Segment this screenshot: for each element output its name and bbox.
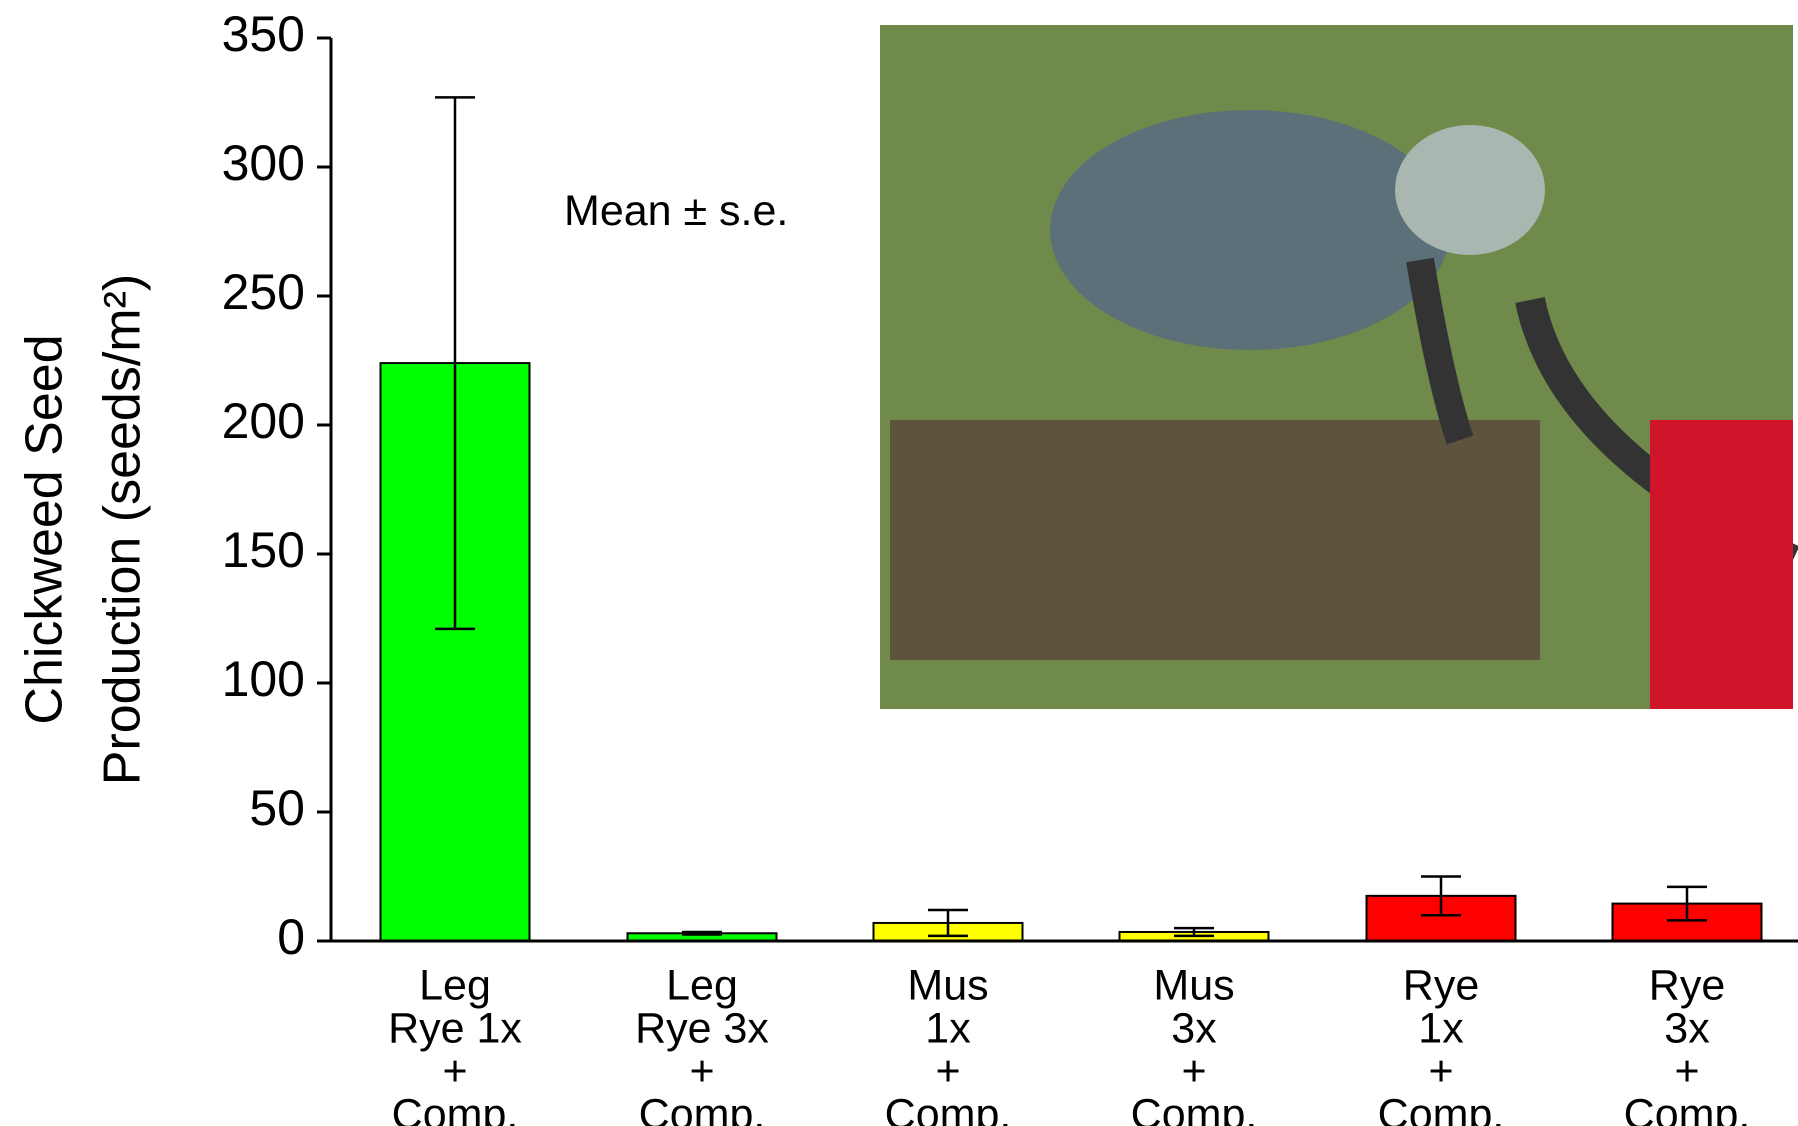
x-tick-label: 1x bbox=[925, 1004, 971, 1052]
y-tick-label: 200 bbox=[222, 393, 305, 449]
photo bbox=[880, 25, 1793, 709]
chart: Mean ± s.e. Chickweed Seed Production (se… bbox=[0, 0, 1798, 1126]
x-tick-label: + bbox=[689, 1047, 714, 1095]
x-tick-label: Mus bbox=[907, 961, 988, 1009]
x-tick-label: + bbox=[1674, 1047, 1699, 1095]
y-tick-label: 100 bbox=[222, 651, 305, 707]
y-tick-label: 0 bbox=[277, 909, 305, 965]
x-tick-label: + bbox=[935, 1047, 960, 1095]
y-tick-label: 250 bbox=[222, 264, 305, 320]
y-tick-label: 150 bbox=[222, 522, 305, 578]
x-tick-label: Rye bbox=[1403, 961, 1479, 1009]
y-tick-label: 50 bbox=[249, 780, 305, 836]
x-tick-label: Comp. bbox=[1624, 1090, 1751, 1126]
x-tick-label: 3x bbox=[1171, 1004, 1217, 1052]
x-tick-label: Comp. bbox=[1378, 1090, 1505, 1126]
x-tick-label: Comp. bbox=[639, 1090, 766, 1126]
y-axis-label: Chickweed Seed bbox=[16, 334, 74, 724]
x-tick-label: Leg bbox=[666, 961, 738, 1009]
x-tick-label: Leg bbox=[419, 961, 491, 1009]
x-tick-label: Comp. bbox=[392, 1090, 519, 1126]
x-tick-label: 3x bbox=[1664, 1004, 1710, 1052]
x-tick-label: + bbox=[1428, 1047, 1453, 1095]
x-tick-label: Mus bbox=[1153, 961, 1234, 1009]
y-tick-label: 350 bbox=[222, 6, 305, 62]
y-axis-label: Production (seeds/m²) bbox=[94, 274, 152, 786]
x-tick-label: + bbox=[1181, 1047, 1206, 1095]
x-tick-label: Rye 3x bbox=[635, 1004, 769, 1052]
x-tick-label: Rye bbox=[1649, 961, 1725, 1009]
y-tick-label: 300 bbox=[222, 135, 305, 191]
x-tick-label: Comp. bbox=[1131, 1090, 1258, 1126]
x-tick-label: + bbox=[442, 1047, 467, 1095]
x-tick-label: 1x bbox=[1418, 1004, 1464, 1052]
x-tick-label: Rye 1x bbox=[388, 1004, 522, 1052]
annotation: Mean ± s.e. bbox=[564, 187, 788, 235]
x-tick-label: Comp. bbox=[885, 1090, 1012, 1126]
